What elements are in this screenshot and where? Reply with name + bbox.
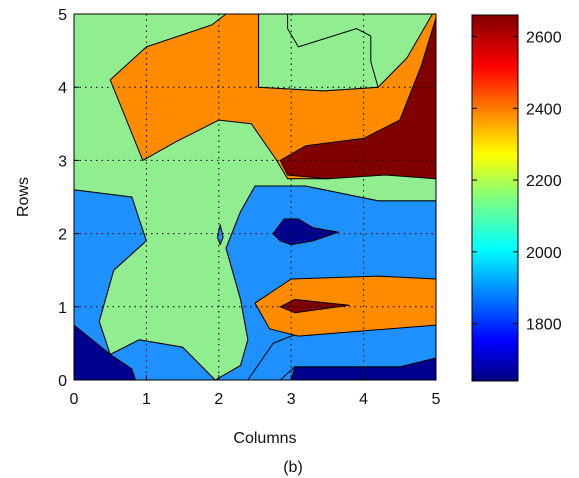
contour-region-9 <box>279 17 436 180</box>
x-axis-label: Columns <box>233 430 296 447</box>
contour-region-7 <box>109 14 436 180</box>
colorbar-tick-label-1: 2000 <box>526 245 562 262</box>
contour-region-6 <box>279 299 350 314</box>
colorbar-tick-label-2: 2200 <box>526 173 562 190</box>
x-tick-label-2: 2 <box>214 391 223 408</box>
y-tick-label-1: 1 <box>58 300 67 317</box>
y-ticks: 0 1 2 3 4 5 <box>58 7 79 390</box>
x-tick-label-3: 3 <box>287 391 296 408</box>
colorbar-gradient <box>471 14 519 382</box>
contour-regions <box>74 14 436 380</box>
y-tick-label-5: 5 <box>58 7 67 24</box>
colorbar-tick-label-3: 2400 <box>526 101 562 118</box>
y-tick-label-0: 0 <box>58 373 67 390</box>
colorbar: 1800 2000 2200 2400 2600 <box>471 14 562 382</box>
colorbar-tick-label-4: 2600 <box>526 30 562 47</box>
contour-region-8 <box>258 14 379 92</box>
contour-region-10 <box>272 218 339 246</box>
plot-area <box>74 14 436 380</box>
x-tick-label-5: 5 <box>432 391 441 408</box>
y-tick-label-2: 2 <box>58 227 67 244</box>
y-tick-label-3: 3 <box>58 153 67 170</box>
y-tick-label-4: 4 <box>58 80 67 97</box>
x-tick-label-4: 4 <box>359 391 368 408</box>
x-ticks: 0 1 2 3 4 5 <box>70 375 441 408</box>
grid <box>74 14 436 380</box>
plot-frame <box>73 13 437 381</box>
y-axis-label: Rows <box>15 177 32 217</box>
x-tick-label-1: 1 <box>142 391 151 408</box>
colorbar-tick-label-0: 1800 <box>526 317 562 334</box>
caption: (b) <box>283 459 303 476</box>
contour-region-4 <box>247 320 436 380</box>
colorbar-ticks: 1800 2000 2200 2400 2600 <box>472 30 562 334</box>
contour-region-2 <box>74 324 136 380</box>
x-tick-label-0: 0 <box>70 391 79 408</box>
